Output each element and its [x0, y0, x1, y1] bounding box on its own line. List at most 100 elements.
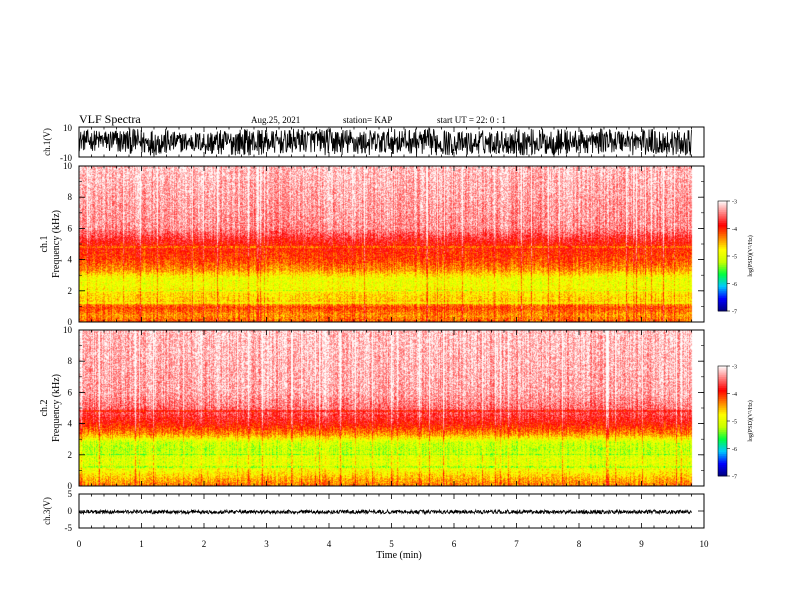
colorbar-swatch — [718, 305, 727, 308]
ch1-waveform-ytick-bottom: -10 — [60, 153, 72, 163]
colorbar-swatch — [718, 402, 727, 405]
x-axis-tick-labels: 0 1 2 3 4 5 6 7 8 9 10 — [77, 539, 709, 549]
colorbar-swatch — [718, 435, 727, 438]
colorbar-swatch — [718, 452, 727, 455]
station-label: station= KAP — [343, 115, 392, 125]
colorbar-swatch — [718, 474, 727, 477]
x-tick-label: 2 — [202, 539, 207, 549]
colorbar-swatch — [718, 202, 727, 206]
colorbar-swatch — [718, 404, 727, 407]
colorbar-swatch — [718, 226, 727, 229]
colorbar-swatch — [718, 389, 727, 393]
colorbar-swatch — [718, 375, 727, 378]
colorbar-swatch — [718, 441, 727, 444]
colorbar-tick-label: -7 — [732, 475, 737, 481]
colorbar-swatch — [718, 371, 727, 374]
colorbar-swatch — [718, 289, 727, 292]
colorbar-swatch — [718, 393, 727, 396]
colorbar-swatch — [718, 454, 727, 457]
colorbar-swatch — [718, 243, 727, 246]
colorbar-swatch — [718, 408, 727, 411]
colorbar-swatch — [718, 391, 727, 394]
colorbar-label: log(PSD)(V²/Hz) — [747, 400, 754, 441]
colorbar-swatch — [718, 279, 727, 283]
colorbar-swatch — [718, 461, 727, 464]
ch3-waveform-ticks: 5 0 -5 — [65, 489, 705, 533]
colorbar-tick-label: -4 — [732, 227, 737, 233]
colorbar-swatch — [718, 254, 727, 257]
colorbar-swatch — [718, 278, 727, 281]
colorbar-swatch — [718, 301, 727, 305]
colorbar-swatch — [718, 380, 727, 383]
spec1-ytick-label: 4 — [68, 255, 73, 265]
colorbar-swatch — [718, 250, 727, 253]
colorbar-swatch — [718, 388, 727, 391]
spec2-ytick-label: 8 — [68, 356, 73, 366]
ch3-waveform-trace — [78, 508, 692, 516]
colorbar-swatch — [718, 223, 727, 226]
colorbar-swatch — [718, 468, 727, 471]
colorbar-swatch — [718, 426, 727, 429]
colorbar-swatch — [718, 217, 727, 220]
ch1-waveform-ylabel: ch.1(V) — [42, 128, 52, 156]
colorbar-swatch — [718, 290, 727, 294]
colorbar-swatch — [718, 384, 727, 387]
colorbar-swatch — [718, 219, 727, 222]
colorbar-swatch — [718, 439, 727, 442]
spec2-ytick-label: 0 — [68, 481, 73, 491]
x-tick-label: 10 — [700, 539, 710, 549]
ch3-ytick-label: 5 — [68, 489, 73, 499]
colorbar-swatch — [718, 432, 727, 435]
colorbar-swatch — [718, 411, 727, 415]
colorbar-tick-label: -6 — [732, 447, 737, 453]
colorbar-swatch — [718, 208, 727, 211]
colorbar-swatch — [718, 399, 727, 402]
ch1-colorbar: -3 -4 -5 -6 -7 log(PSD)(V²/Hz) — [717, 200, 754, 316]
colorbar-tick-label: -4 — [732, 392, 737, 398]
ch1-waveform-ticks — [78, 127, 705, 157]
x-tick-label: 0 — [77, 539, 82, 549]
spec1-ytick-label: 10 — [63, 161, 73, 171]
colorbar-tick-label: -6 — [732, 282, 737, 288]
colorbar-swatch — [718, 261, 727, 264]
colorbar-swatch — [718, 274, 727, 277]
colorbar-swatch — [718, 221, 727, 224]
colorbar-swatch — [718, 210, 727, 213]
colorbar-swatch — [718, 296, 727, 299]
ch1-spectrogram-ticks: 0 2 4 6 8 10 — [63, 161, 705, 327]
colorbar-swatch — [718, 366, 727, 369]
colorbar-tick-label: -3 — [732, 365, 737, 371]
colorbar-swatch — [718, 437, 727, 440]
colorbar-swatch — [718, 241, 727, 244]
colorbar-swatch — [718, 256, 727, 259]
colorbar-swatch — [718, 406, 727, 409]
colorbar-swatch — [718, 257, 727, 261]
colorbar-swatch — [718, 430, 727, 433]
spec2-ytick-label: 10 — [63, 325, 73, 335]
colorbar-swatch — [718, 237, 727, 240]
colorbar-swatch — [718, 466, 727, 470]
colorbar-swatch — [718, 294, 727, 297]
colorbar-swatch — [718, 415, 727, 418]
colorbar-swatch — [718, 259, 727, 262]
colorbar-swatch — [718, 283, 727, 286]
colorbar-swatch — [718, 428, 727, 431]
colorbar-swatch — [718, 410, 727, 413]
ch1-waveform-panel: 10 -10 ch.1(V) — [42, 123, 705, 163]
x-tick-label: 6 — [452, 539, 457, 549]
colorbar-swatch — [718, 215, 727, 218]
colorbar-swatch — [718, 263, 727, 266]
spec1-ytick-label: 2 — [68, 286, 73, 296]
figure-title: VLF Spectra — [79, 112, 141, 126]
ch3-waveform-line — [78, 508, 692, 516]
spec1-ytick-label: 6 — [68, 223, 73, 233]
colorbar-swatch — [718, 213, 727, 217]
ch1-waveform-ytick-top: 10 — [63, 123, 73, 133]
spec2-ytick-label: 4 — [68, 419, 73, 429]
x-tick-label: 8 — [577, 539, 582, 549]
colorbar-swatch — [718, 204, 727, 207]
colorbar-tick-label: -5 — [732, 255, 737, 261]
ch1-spectrogram-ylabel-freq: Frequency (kHz) — [51, 210, 62, 278]
colorbar-swatch — [718, 465, 727, 468]
